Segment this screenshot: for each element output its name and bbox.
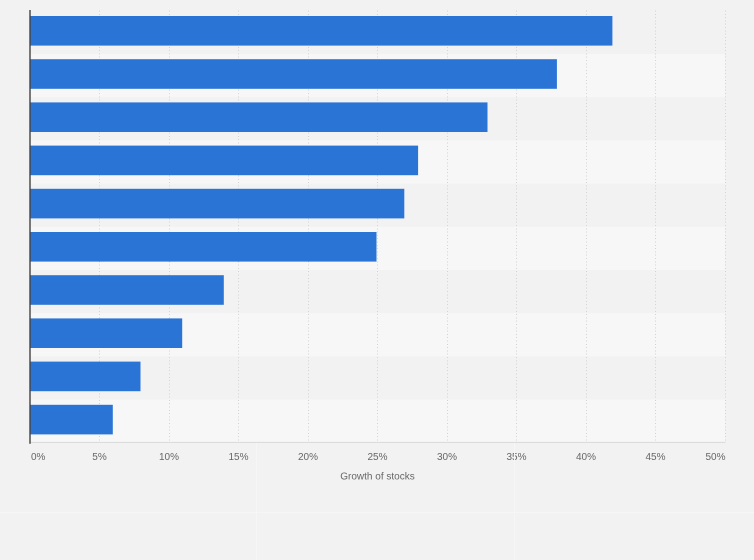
svg-text:25%: 25% (367, 452, 387, 463)
svg-text:40%: 40% (576, 452, 596, 463)
svg-text:5%: 5% (92, 452, 107, 463)
svg-text:45%: 45% (645, 452, 665, 463)
svg-text:10%: 10% (159, 452, 179, 463)
svg-text:20%: 20% (298, 452, 318, 463)
svg-text:0%: 0% (31, 452, 46, 463)
svg-text:35%: 35% (506, 452, 526, 463)
svg-text:15%: 15% (228, 452, 248, 463)
svg-text:Growth of stocks: Growth of stocks (340, 472, 414, 483)
svg-text:30%: 30% (437, 452, 457, 463)
svg-text:50%: 50% (705, 452, 725, 463)
